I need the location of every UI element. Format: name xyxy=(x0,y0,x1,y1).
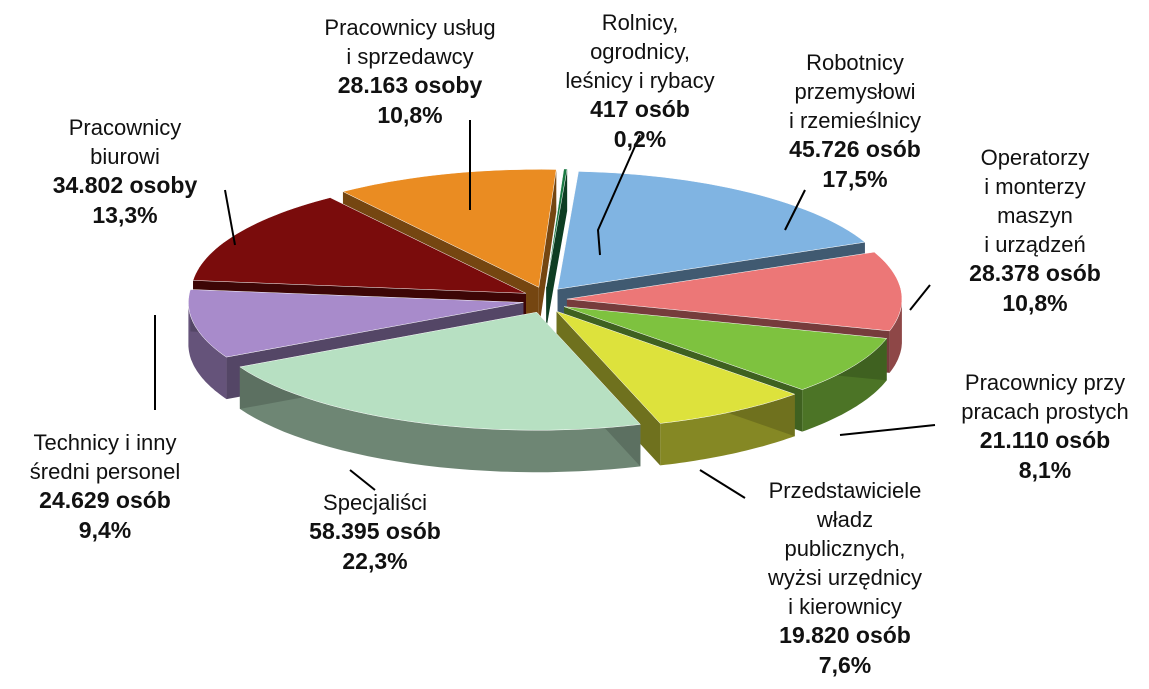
value-label: 21.110 osób xyxy=(980,427,1110,453)
slice-side xyxy=(188,302,227,400)
label-line: i kierownicy xyxy=(788,594,902,619)
leader-line xyxy=(839,424,936,436)
percent-label: 22,3% xyxy=(342,548,407,574)
slice xyxy=(239,311,641,431)
category-label: Pracownicy przy pracach prostych xyxy=(961,370,1129,424)
pie xyxy=(188,168,903,473)
slice xyxy=(192,197,527,294)
slice xyxy=(546,168,568,287)
value-label: 28.378 osób xyxy=(969,260,1101,286)
label-line: ogrodnicy, xyxy=(590,39,690,64)
percent-label: 10,8% xyxy=(1002,290,1067,316)
category-label: Rolnicy, ogrodnicy, leśnicy i rybacy xyxy=(565,10,714,93)
value-label: 58.395 osób xyxy=(309,518,441,544)
slice xyxy=(556,310,796,424)
label-line: Przedstawiciele xyxy=(769,478,922,503)
value-label: 24.629 osób xyxy=(39,487,171,513)
category-label: Pracownicy usług i sprzedawcy xyxy=(324,15,495,69)
percent-label: 9,4% xyxy=(79,517,131,543)
percent-label: 17,5% xyxy=(822,166,887,192)
value-label: 28.163 osoby xyxy=(338,72,483,98)
category-label: Robotnicy przemysłowi i rzemieślnicy xyxy=(789,50,921,133)
label-line: Pracownicy usług xyxy=(324,15,495,40)
label-line: i rzemieślnicy xyxy=(789,108,921,133)
label-line: Specjaliści xyxy=(323,490,427,515)
leader-line xyxy=(596,134,641,256)
percent-label: 8,1% xyxy=(1019,457,1071,483)
percent-label: 7,6% xyxy=(819,652,871,678)
label-line: maszyn xyxy=(997,203,1073,228)
label-line: Technicy i inny xyxy=(33,430,176,455)
slice-face xyxy=(538,169,557,330)
category-label: Technicy i inny średni personel xyxy=(30,430,180,484)
label-line: przemysłowi xyxy=(794,79,915,104)
label-line: Robotnicy xyxy=(806,50,904,75)
slice xyxy=(342,169,557,288)
slice xyxy=(557,171,866,290)
slice-face xyxy=(546,169,568,329)
category-label: Specjaliści xyxy=(323,490,427,515)
label-line: publicznych, xyxy=(784,536,905,561)
label-line: Pracownicy xyxy=(69,115,181,140)
label-line: i monterzy xyxy=(984,174,1085,199)
leader-line xyxy=(784,189,806,231)
slice xyxy=(566,251,903,332)
percent-label: 13,3% xyxy=(92,202,157,228)
label-line: i sprzedawcy xyxy=(346,44,473,69)
label-line: Rolnicy, xyxy=(602,10,679,35)
value-label: 45.726 osób xyxy=(789,136,921,162)
slice xyxy=(563,306,888,390)
percent-label: 0,2% xyxy=(614,126,666,152)
leader-line xyxy=(349,469,376,491)
label-line: wyżsi urzędnicy xyxy=(767,565,922,590)
label-line: i urządzeń xyxy=(984,232,1086,257)
label-line: średni personel xyxy=(30,459,180,484)
category-label: Operatorzy i monterzy maszyn i urządzeń xyxy=(981,145,1090,257)
label-line: leśnicy i rybacy xyxy=(565,68,714,93)
category-label: Przedstawiciele władz publicznych, wyżsi ur… xyxy=(767,478,922,619)
slice-side xyxy=(889,299,902,373)
label-line: pracach prostych xyxy=(961,399,1129,424)
value-label: 34.802 osoby xyxy=(53,172,198,198)
slice-side xyxy=(239,366,641,473)
value-label: 417 osób xyxy=(590,96,690,122)
value-label: 19.820 osób xyxy=(779,622,911,648)
label-line: Pracownicy przy xyxy=(965,370,1125,395)
label-line: władz xyxy=(816,507,873,532)
leader-line xyxy=(224,189,236,246)
label-line: biurowi xyxy=(90,144,160,169)
label-line: Operatorzy xyxy=(981,145,1090,170)
percent-label: 10,8% xyxy=(377,102,442,128)
category-label: Pracownicy biurowi xyxy=(69,115,181,169)
leader-line xyxy=(909,284,931,311)
leader-line xyxy=(699,469,746,499)
slice xyxy=(188,289,524,358)
